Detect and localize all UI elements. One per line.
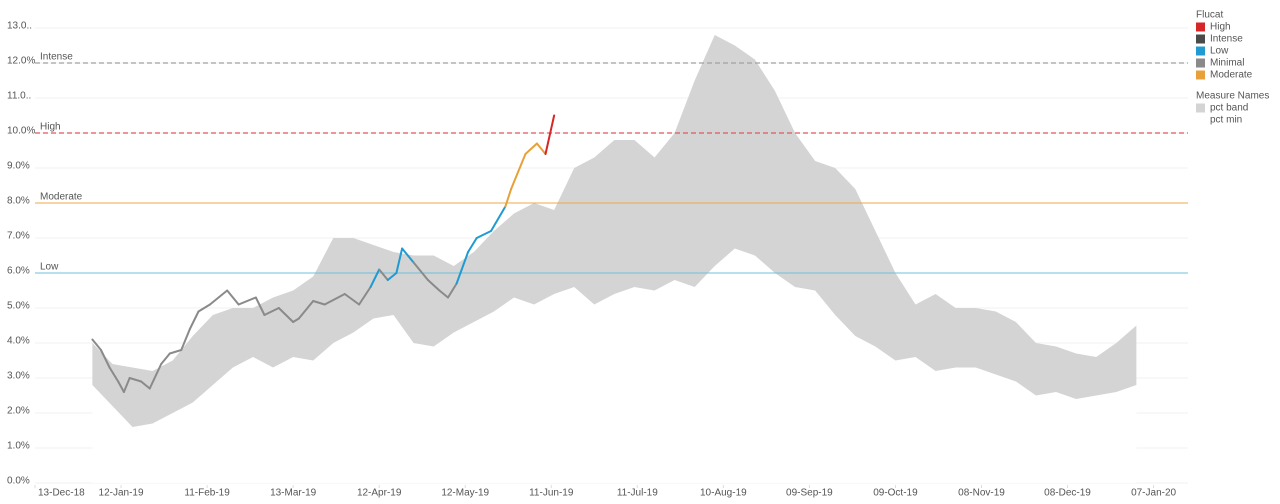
reference-label: Moderate bbox=[40, 192, 83, 203]
line-segment bbox=[490, 205, 507, 232]
legend-swatch bbox=[1196, 103, 1205, 113]
y-tick-label: 8.0% bbox=[7, 196, 30, 207]
line-segment bbox=[237, 296, 257, 306]
y-tick-label: 7.0% bbox=[7, 231, 30, 242]
line-segment bbox=[358, 286, 372, 306]
legend-swatch bbox=[1196, 22, 1205, 32]
x-tick-label: 08-Dec-19 bbox=[1044, 488, 1091, 499]
x-tick-label: 12-May-19 bbox=[441, 488, 489, 499]
x-tick-label: 13-Dec-18 bbox=[38, 488, 85, 499]
y-tick-label: 3.0% bbox=[7, 371, 30, 382]
x-tick-label: 09-Sep-19 bbox=[786, 488, 833, 499]
line-segment bbox=[197, 303, 211, 313]
reference-label: High bbox=[40, 122, 61, 133]
line-segment bbox=[180, 328, 191, 351]
legend-label: High bbox=[1210, 22, 1231, 33]
line-segment bbox=[378, 268, 389, 281]
line-segment bbox=[438, 289, 450, 299]
legend-title: Flucat bbox=[1196, 10, 1223, 21]
line-segment bbox=[263, 307, 280, 316]
line-segment bbox=[386, 272, 398, 281]
line-segment bbox=[277, 307, 295, 323]
legend-swatch bbox=[1196, 70, 1205, 80]
legend-label: pct min bbox=[1210, 115, 1242, 126]
line-segment bbox=[208, 289, 229, 306]
legend-title: Measure Names bbox=[1196, 91, 1269, 102]
y-tick-label: 9.0% bbox=[7, 161, 30, 172]
legend-swatch bbox=[1196, 58, 1205, 68]
line-segment bbox=[504, 188, 513, 208]
line-segment bbox=[160, 352, 171, 365]
y-tick-label: 6.0% bbox=[7, 266, 30, 277]
line-segment bbox=[401, 247, 415, 264]
line-segment bbox=[312, 300, 326, 306]
x-tick-label: 11-Feb-19 bbox=[184, 488, 230, 499]
line-segment bbox=[117, 380, 125, 393]
line-segment bbox=[426, 279, 441, 292]
line-segment bbox=[292, 317, 300, 323]
line-segment bbox=[254, 296, 266, 316]
area-pct-min bbox=[92, 248, 1137, 483]
x-tick-label: 09-Oct-19 bbox=[873, 488, 918, 499]
legend-swatch bbox=[1196, 115, 1205, 125]
line-segment bbox=[128, 377, 143, 383]
legend-label: Minimal bbox=[1210, 58, 1244, 69]
y-tick-label: 1.0% bbox=[7, 441, 30, 452]
legend-label: pct band bbox=[1210, 103, 1248, 114]
line-segment bbox=[297, 300, 315, 320]
x-tick-label: 12-Jan-19 bbox=[99, 488, 144, 499]
line-segment bbox=[168, 349, 183, 355]
line-segment bbox=[323, 293, 346, 306]
x-tick-label: 11-Jun-19 bbox=[529, 488, 574, 499]
x-tick-label: 11-Jul-19 bbox=[617, 488, 658, 499]
line-segment bbox=[447, 282, 458, 299]
line-segment bbox=[455, 251, 470, 285]
legend-label: Intense bbox=[1210, 34, 1243, 45]
legend-label: Moderate bbox=[1210, 70, 1253, 81]
line-segment bbox=[226, 289, 240, 306]
y-tick-label: 4.0% bbox=[7, 336, 30, 347]
y-tick-label: 2.0% bbox=[7, 406, 30, 417]
line-segment bbox=[148, 363, 163, 390]
line-segment bbox=[535, 142, 547, 155]
line-segment bbox=[140, 380, 151, 390]
reference-label: Intense bbox=[40, 52, 73, 63]
line-segment bbox=[395, 247, 404, 274]
legend-label: Low bbox=[1210, 46, 1229, 57]
y-tick-label: 10.0% bbox=[7, 126, 35, 137]
line-segment bbox=[524, 142, 538, 155]
reference-label: Low bbox=[40, 262, 59, 273]
y-tick-label: 0.0% bbox=[7, 476, 30, 487]
line-segment bbox=[122, 377, 131, 393]
legend-swatch bbox=[1196, 34, 1205, 44]
line-segment bbox=[99, 349, 111, 369]
x-tick-label: 10-Aug-19 bbox=[700, 488, 747, 499]
line-segment bbox=[510, 153, 527, 190]
x-tick-label: 12-Apr-19 bbox=[357, 488, 402, 499]
y-tick-label: 5.0% bbox=[7, 301, 30, 312]
line-segment bbox=[188, 310, 200, 330]
x-tick-label: 13-Mar-19 bbox=[270, 488, 317, 499]
line-segment bbox=[369, 268, 381, 288]
line-segment bbox=[467, 237, 478, 253]
x-tick-label: 08-Nov-19 bbox=[958, 488, 1005, 499]
legend-swatch bbox=[1196, 46, 1205, 56]
line-segment bbox=[475, 230, 493, 239]
line-segment bbox=[91, 338, 102, 351]
x-tick-label: 07-Jan-20 bbox=[1131, 488, 1176, 499]
line-segment bbox=[412, 261, 429, 281]
line-segment bbox=[108, 366, 120, 383]
line-segment bbox=[544, 114, 556, 155]
y-tick-label: 11.0.. bbox=[7, 91, 31, 102]
y-tick-label: 13.0.. bbox=[7, 21, 32, 32]
area-pct-band bbox=[92, 35, 1137, 427]
y-tick-label: 12.0% bbox=[7, 56, 35, 67]
line-segment bbox=[343, 293, 361, 306]
